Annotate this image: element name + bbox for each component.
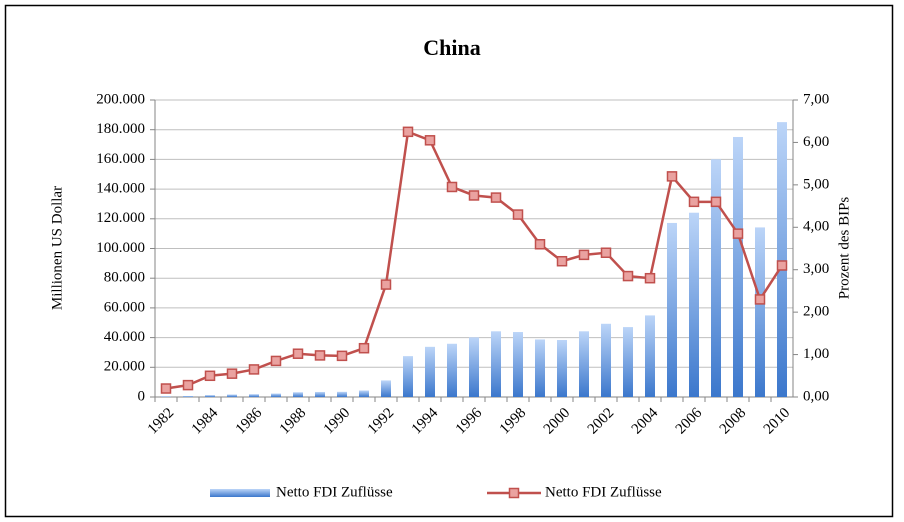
marker [600, 247, 612, 258]
y2-tick-label: 6,00 [803, 134, 829, 150]
marker [424, 135, 436, 146]
bar [271, 393, 281, 397]
bar [403, 356, 413, 397]
bar [557, 339, 567, 397]
bar [513, 332, 523, 397]
y-tick-label: 160.000 [96, 151, 145, 167]
marker [160, 383, 172, 394]
y2-tick-label: 7,00 [803, 91, 829, 107]
marker [556, 255, 568, 267]
marker [754, 294, 766, 305]
bar [689, 212, 699, 397]
marker [248, 364, 260, 375]
bar [205, 395, 215, 397]
frame [4, 4, 894, 518]
y2-tick-label: 0,00 [803, 388, 829, 404]
bar [161, 396, 171, 397]
bar [447, 343, 457, 397]
legend-swatch [210, 489, 270, 497]
marker [622, 270, 634, 282]
marker [292, 348, 304, 359]
bar [315, 391, 325, 397]
y-tick-label: 140.000 [96, 181, 145, 197]
bar [491, 331, 501, 397]
bar [293, 392, 303, 397]
bar [755, 227, 765, 397]
bar [425, 346, 435, 397]
marker [446, 181, 458, 193]
y-tick-label: 80.000 [104, 270, 145, 286]
bar [227, 394, 237, 397]
bar [667, 222, 677, 397]
bar [623, 327, 633, 397]
marker [270, 355, 282, 367]
bar [579, 331, 589, 397]
y-tick-label: 100.000 [96, 240, 145, 256]
marker [182, 379, 194, 391]
y-tick-label: 40.000 [104, 329, 145, 345]
bar [469, 337, 479, 397]
bar [337, 391, 347, 397]
marker [204, 370, 216, 382]
bar [359, 390, 369, 397]
legend-label: Netto FDI Zuflüsse [545, 484, 662, 500]
marker [666, 171, 678, 182]
marker [732, 228, 744, 239]
bar [733, 136, 743, 397]
marker [512, 209, 524, 220]
marker [336, 350, 348, 362]
bar [535, 339, 545, 397]
bar [381, 380, 391, 397]
marker [490, 192, 502, 203]
y2-axis-label: Prozent des BIPs [836, 197, 852, 300]
chart-title: China [423, 35, 480, 60]
bar [601, 323, 611, 397]
marker [688, 196, 700, 208]
y-tick-label: 60.000 [104, 299, 145, 315]
marker [710, 196, 722, 208]
y-tick-label: 200.000 [96, 91, 145, 107]
y-tick-label: 20.000 [104, 359, 145, 375]
bar [645, 315, 655, 397]
y2-tick-label: 3,00 [803, 261, 829, 277]
y2-tick-label: 1,00 [803, 346, 829, 362]
marker [468, 190, 480, 201]
y2-tick-label: 2,00 [803, 304, 829, 320]
marker [578, 249, 590, 261]
y-tick-label: 180.000 [96, 121, 145, 137]
marker [226, 368, 238, 379]
marker [534, 239, 546, 250]
marker [380, 279, 392, 290]
marker [314, 350, 326, 361]
y2-tick-label: 4,00 [803, 219, 829, 235]
y-tick-label: 120.000 [96, 210, 145, 226]
bar [183, 396, 193, 397]
bar [711, 159, 721, 397]
bar [777, 122, 787, 398]
y2-tick-label: 5,00 [803, 176, 829, 192]
marker [644, 272, 656, 284]
legend-marker [508, 487, 520, 499]
bar [249, 394, 259, 397]
marker [358, 342, 370, 354]
y-axis-label: Millionen US Dollar [49, 186, 65, 310]
marker [776, 260, 788, 271]
marker [402, 126, 414, 138]
legend-label: Netto FDI Zuflüsse [276, 484, 393, 500]
y-tick-label: 0 [138, 388, 146, 404]
